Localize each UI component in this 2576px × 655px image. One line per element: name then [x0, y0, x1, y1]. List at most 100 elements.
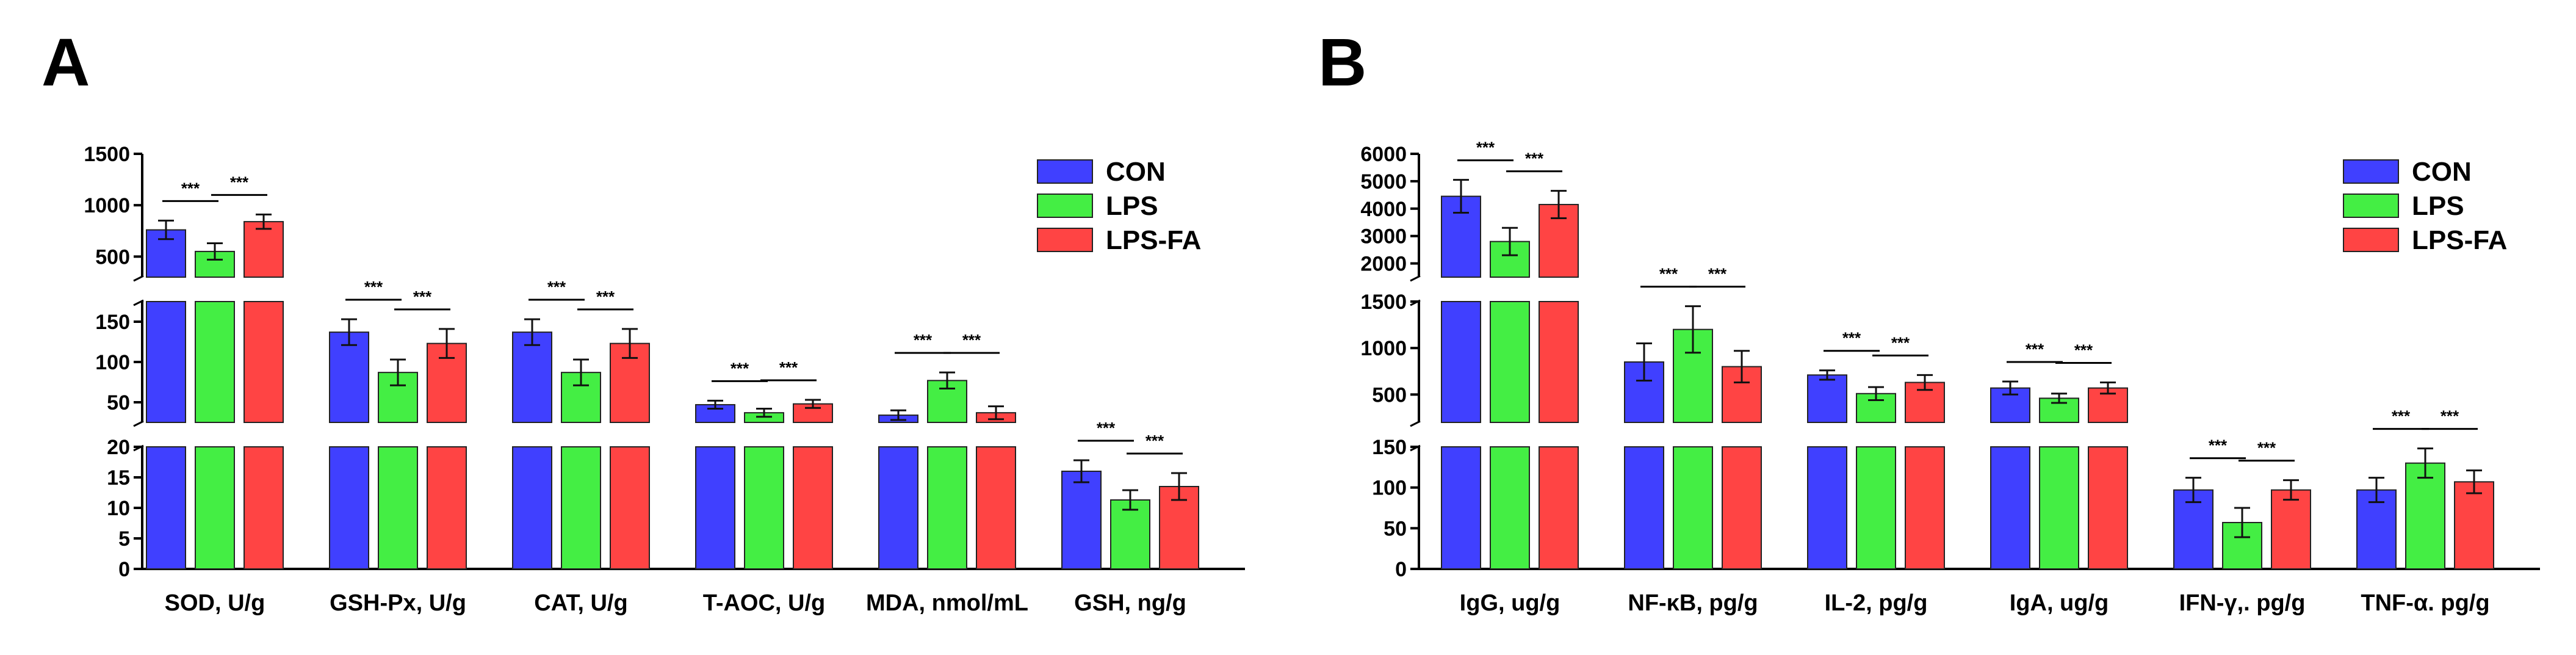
x-category-label: CAT, U/g: [534, 590, 627, 616]
significance-stars: ***: [779, 358, 798, 377]
chart-panel-a: 0 5 10 15 20 50 100 150 500 1000 1500 *** *** SOD, U/…: [84, 143, 1245, 616]
legend-swatch-con: [2343, 159, 2399, 184]
y-tick-label: 3000: [1360, 225, 1407, 248]
x-category-label: T-AOC, U/g: [703, 590, 826, 616]
bar-sod-u-g-lps: [195, 446, 235, 570]
y-tick-label: 500: [95, 245, 130, 269]
legend-label-lps: LPS: [1106, 191, 1158, 221]
significance-stars: ***: [1097, 419, 1116, 437]
axis-break-mark: [1410, 299, 1421, 306]
bar-iga-ug-g-con: [1990, 446, 2030, 570]
x-category-label: IgG, ug/g: [1460, 590, 1560, 616]
legend-label-lps-fa: LPS-FA: [1106, 225, 1201, 255]
bar-il-2-pg-g-lps-fa: [1905, 446, 1945, 570]
significance-stars: ***: [2441, 407, 2459, 425]
legend-swatch-lps-fa: [1037, 228, 1093, 252]
bar-sod-u-g-lps-fa: [244, 446, 284, 570]
x-category-label: TNF-α. pg/g: [2361, 590, 2489, 616]
bar-gsh-px-u-g-lps-fa: [427, 446, 467, 570]
bar-cat-u-g-lps: [561, 446, 601, 570]
bar-iga-ug-g-lps-fa: [2088, 446, 2128, 570]
y-tick-label: 1500: [1360, 291, 1407, 314]
significance-stars: ***: [1708, 265, 1727, 283]
bar-igg-ug-g-lps: [1490, 446, 1530, 570]
bar-igg-ug-g-con: [1441, 195, 1481, 278]
bar-igg-ug-g-lps-fa: [1539, 301, 1579, 423]
bar-ifn-pg-g-con: [2173, 489, 2213, 570]
y-tick-label: 6000: [1360, 143, 1407, 166]
bar-iga-ug-g-con: [1990, 387, 2030, 424]
axis-break-mark: [1410, 420, 1421, 427]
axis-break-mark: [133, 299, 144, 306]
bar-ifn-pg-g-lps-fa: [2271, 489, 2311, 570]
y-tick-label: 50: [107, 391, 130, 414]
significance-stars: ***: [1891, 333, 1910, 352]
bar-cat-u-g-con: [512, 446, 552, 570]
bar-sod-u-g-con: [146, 301, 186, 423]
bar-cat-u-g-lps-fa: [610, 446, 650, 570]
significance-stars: ***: [547, 278, 566, 296]
legend-swatch-lps: [1037, 194, 1093, 218]
significance-stars: ***: [2392, 407, 2411, 425]
significance-stars: ***: [731, 359, 749, 377]
bar-il-2-pg-g-con: [1807, 374, 1847, 423]
bar-mda-nmol-ml-con: [878, 446, 918, 570]
y-tick-label: 2000: [1360, 253, 1407, 276]
bar-tnf-pg-g-lps-fa: [2454, 481, 2494, 570]
y-tick-label: 5000: [1360, 170, 1407, 194]
bar-mda-nmol-ml-lps-fa: [976, 446, 1016, 570]
bar-cat-u-g-con: [512, 331, 552, 423]
bar-gsh-px-u-g-con: [329, 446, 369, 570]
y-tick-label: 150: [95, 311, 130, 334]
x-category-label: IL-2, pg/g: [1825, 590, 1928, 616]
significance-stars: ***: [230, 173, 249, 191]
x-category-label: GSH-Px, U/g: [330, 590, 466, 616]
bar-gsh-px-u-g-con: [329, 331, 369, 423]
significance-stars: ***: [181, 179, 200, 197]
bar-nf-b-pg-g-lps: [1673, 446, 1713, 570]
y-tick-label: 1500: [84, 143, 130, 166]
y-tick-label: 100: [95, 351, 130, 374]
bar-nf-b-pg-g-lps-fa: [1722, 446, 1762, 570]
y-tick-label: 100: [1372, 477, 1407, 500]
axis-break-mark: [133, 444, 144, 452]
significance-stars: ***: [2257, 439, 2276, 457]
bar-gsh-ng-g-lps-fa: [1159, 486, 1199, 570]
y-tick-label: 5: [118, 527, 130, 551]
legend-label-lps-fa: LPS-FA: [2412, 225, 2507, 255]
significance-stars: ***: [1842, 329, 1861, 347]
bar-il-2-pg-g-lps: [1856, 446, 1896, 570]
bar-sod-u-g-lps: [195, 301, 235, 423]
bar-tnf-pg-g-lps: [2405, 462, 2445, 570]
bar-gsh-px-u-g-lps: [378, 446, 418, 570]
bar-nf-b-pg-g-con: [1624, 446, 1664, 570]
significance-stars: ***: [962, 331, 981, 349]
y-tick-label: 0: [118, 558, 130, 581]
x-category-label: MDA, nmol/mL: [866, 590, 1028, 616]
axis-break-mark: [1410, 275, 1421, 282]
significance-stars: ***: [596, 288, 615, 306]
y-tick-label: 15: [107, 466, 130, 490]
y-tick-label: 1000: [1360, 337, 1407, 360]
significance-stars: ***: [1476, 139, 1495, 157]
y-tick-label: 50: [1384, 517, 1407, 540]
x-category-label: GSH, ng/g: [1074, 590, 1186, 616]
y-tick-label: 20: [107, 436, 130, 459]
legend-label-lps: LPS: [2412, 191, 2464, 221]
bar-sod-u-g-lps-fa: [244, 301, 284, 423]
bar-t-aoc-u-g-con: [695, 446, 735, 570]
y-tick-label: 1000: [84, 194, 130, 217]
legend-swatch-con: [1037, 159, 1093, 184]
panel-b-label: B: [1318, 25, 1366, 100]
legend-swatch-lps: [2343, 194, 2399, 218]
y-tick-label: 500: [1372, 383, 1407, 407]
significance-stars: ***: [1659, 265, 1678, 283]
legend-label-con: CON: [2412, 157, 2472, 187]
bar-igg-ug-g-lps-fa: [1539, 446, 1579, 570]
chart-panel-b: 0 50 100 150 500 1000 1500 2000 3000 4000 5000 6000…: [1360, 139, 2540, 616]
bar-tnf-pg-g-con: [2356, 489, 2397, 570]
y-tick-label: 0: [1395, 558, 1407, 581]
significance-stars: ***: [2074, 341, 2093, 360]
bar-sod-u-g-lps-fa: [244, 221, 284, 278]
